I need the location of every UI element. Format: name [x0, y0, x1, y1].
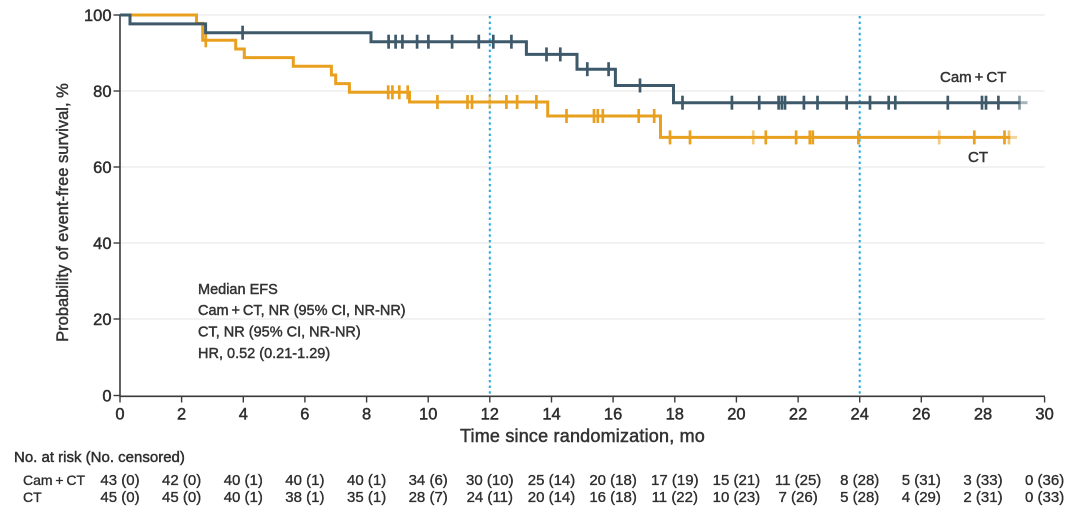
svg-text:60: 60	[93, 159, 111, 177]
svg-text:No. at risk (No. censored): No. at risk (No. censored)	[14, 449, 185, 466]
svg-text:24: 24	[851, 406, 869, 424]
svg-text:12: 12	[481, 406, 499, 424]
svg-text:0: 0	[115, 406, 124, 424]
svg-text:40 (1): 40 (1)	[224, 472, 263, 489]
svg-text:Probability of event-free surv: Probability of event-free survival, %	[54, 83, 72, 342]
svg-text:42 (0): 42 (0)	[162, 472, 201, 489]
svg-text:40 (1): 40 (1)	[285, 472, 324, 489]
svg-text:22: 22	[789, 406, 807, 424]
svg-text:4: 4	[239, 406, 248, 424]
svg-text:11 (22): 11 (22)	[652, 489, 698, 506]
svg-text:40 (1): 40 (1)	[224, 489, 263, 506]
svg-text:8 (28): 8 (28)	[840, 472, 879, 489]
svg-text:2 (31): 2 (31)	[963, 489, 1002, 506]
svg-text:10: 10	[419, 406, 437, 424]
svg-text:30 (10): 30 (10)	[466, 472, 514, 489]
svg-text:Cam + CT, NR (95% CI, NR-NR): Cam + CT, NR (95% CI, NR-NR)	[198, 303, 406, 319]
svg-text:7 (26): 7 (26)	[779, 489, 818, 506]
svg-text:Cam + CT: Cam + CT	[23, 472, 85, 488]
svg-text:40 (1): 40 (1)	[347, 472, 386, 489]
svg-text:6: 6	[300, 406, 309, 424]
svg-text:43 (0): 43 (0)	[100, 472, 139, 489]
svg-text:2: 2	[177, 406, 186, 424]
svg-text:24 (11): 24 (11)	[467, 489, 513, 506]
svg-text:15 (21): 15 (21)	[713, 472, 761, 489]
svg-text:30: 30	[1035, 406, 1053, 424]
svg-text:14: 14	[542, 406, 560, 424]
svg-text:28 (7): 28 (7)	[409, 489, 448, 506]
svg-text:3 (33): 3 (33)	[963, 472, 1002, 489]
svg-text:20 (18): 20 (18)	[589, 472, 637, 489]
svg-text:45 (0): 45 (0)	[100, 489, 139, 506]
svg-text:16 (18): 16 (18)	[589, 489, 637, 506]
svg-text:18: 18	[666, 406, 684, 424]
svg-text:20: 20	[93, 311, 111, 329]
svg-text:16: 16	[604, 406, 622, 424]
svg-text:80: 80	[93, 83, 111, 101]
svg-text:11 (25): 11 (25)	[775, 472, 821, 489]
svg-text:CT: CT	[23, 489, 42, 505]
svg-text:Cam + CT: Cam + CT	[940, 69, 1006, 86]
svg-text:38 (1): 38 (1)	[285, 489, 324, 506]
svg-text:Median EFS: Median EFS	[198, 282, 278, 298]
svg-text:100: 100	[84, 7, 112, 25]
svg-text:8: 8	[362, 406, 371, 424]
svg-text:HR, 0.52 (0.21-1.29): HR, 0.52 (0.21-1.29)	[198, 346, 330, 362]
svg-text:45 (0): 45 (0)	[162, 489, 201, 506]
svg-text:4 (29): 4 (29)	[902, 489, 941, 506]
svg-text:17 (19): 17 (19)	[651, 472, 699, 489]
svg-text:5 (28): 5 (28)	[840, 489, 879, 506]
svg-text:35 (1): 35 (1)	[347, 489, 386, 506]
svg-text:0 (33): 0 (33)	[1025, 489, 1064, 506]
svg-text:25 (14): 25 (14)	[528, 472, 576, 489]
svg-text:0: 0	[102, 388, 111, 406]
svg-text:20: 20	[727, 406, 745, 424]
svg-text:28: 28	[974, 406, 992, 424]
svg-text:5 (31): 5 (31)	[902, 472, 941, 489]
svg-text:26: 26	[912, 406, 930, 424]
svg-text:40: 40	[93, 235, 111, 253]
svg-text:CT: CT	[968, 149, 988, 166]
svg-text:CT, NR (95% CI, NR-NR): CT, NR (95% CI, NR-NR)	[198, 325, 361, 341]
svg-text:Time since randomization, mo: Time since randomization, mo	[460, 426, 705, 446]
svg-text:10 (23): 10 (23)	[713, 489, 761, 506]
svg-text:34 (6): 34 (6)	[409, 472, 448, 489]
svg-text:20 (14): 20 (14)	[528, 489, 576, 506]
svg-text:0 (36): 0 (36)	[1025, 472, 1064, 489]
